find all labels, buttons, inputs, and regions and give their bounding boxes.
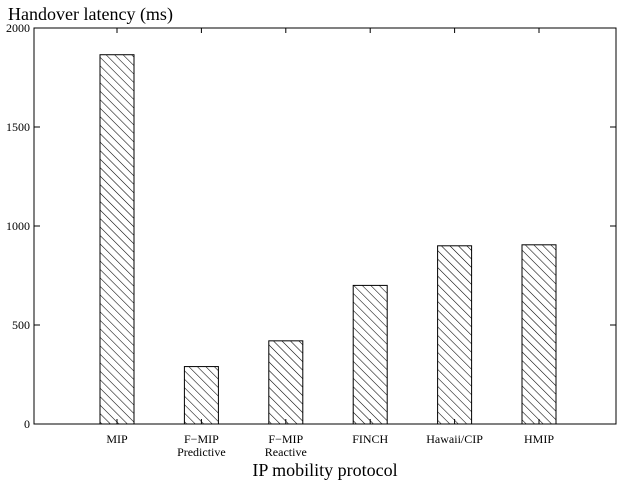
y-axis-title: Handover latency (ms) — [8, 4, 173, 25]
y-axis-ticks: 0 500 1000 1500 2000 — [6, 21, 616, 431]
x-tick-label-line2: Reactive — [265, 445, 307, 459]
bar — [183, 366, 219, 425]
x-tick-label: FINCH — [352, 432, 388, 446]
bar — [521, 244, 557, 425]
y-tick-label: 1000 — [6, 219, 30, 233]
bars — [99, 28, 557, 425]
bar — [352, 284, 388, 425]
x-tick-label: F−MIP — [184, 432, 219, 446]
x-tick-label: MIP — [106, 432, 128, 446]
y-tick-label: 500 — [12, 318, 30, 332]
x-tick-label: HMIP — [524, 432, 554, 446]
y-tick-label: 2000 — [6, 21, 30, 35]
bar — [268, 340, 304, 425]
y-tick-label: 0 — [24, 417, 30, 431]
bar — [437, 245, 473, 425]
bar — [99, 54, 135, 425]
x-tick-label: F−MIP — [268, 432, 303, 446]
x-axis-title: IP mobility protocol — [252, 460, 397, 480]
y-tick-label: 1500 — [6, 120, 30, 134]
x-tick-label: Hawaii/CIP — [426, 432, 483, 446]
x-tick-label-line2: Predictive — [177, 445, 226, 459]
